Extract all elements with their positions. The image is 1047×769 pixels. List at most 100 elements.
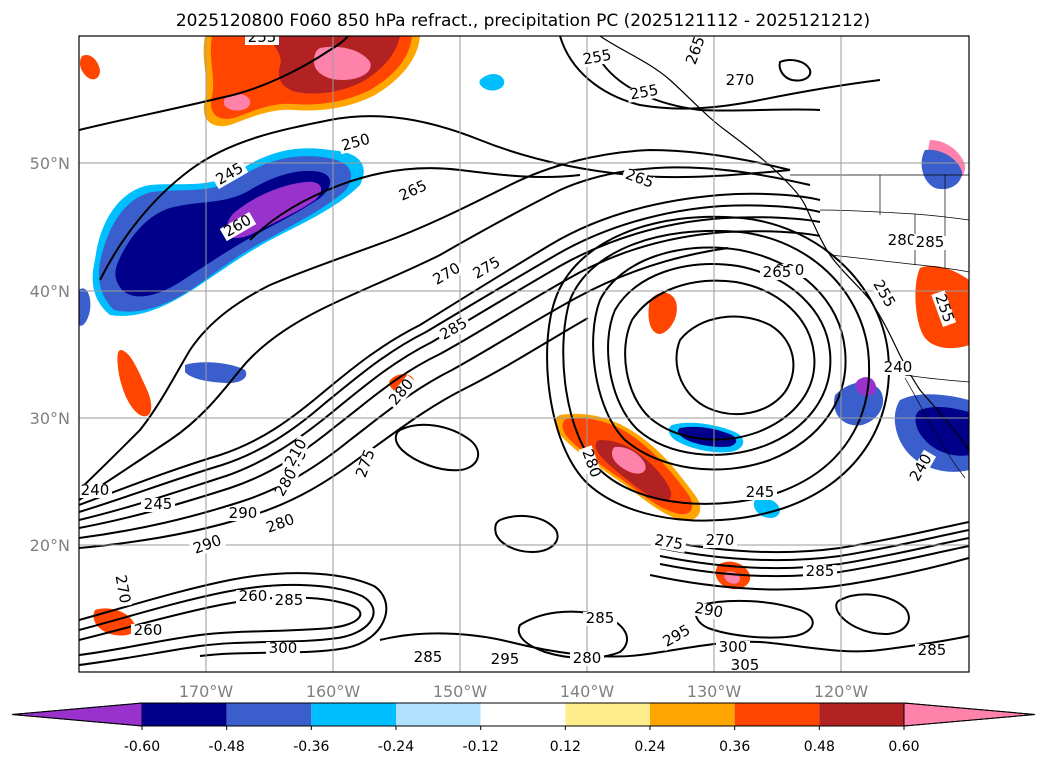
shade-central-blue-inner — [677, 426, 737, 447]
contour-label: 255 — [628, 81, 659, 104]
contour-label-background — [245, 36, 279, 45]
colorbar-extend-low — [11, 702, 143, 727]
contour-line — [79, 596, 362, 656]
contour-line — [649, 557, 969, 591]
contour-label-background — [868, 275, 899, 313]
contour-label: 285 — [586, 609, 615, 627]
contour-line — [659, 537, 969, 570]
contour-label: 265 — [763, 263, 792, 281]
shade-north-pink-2 — [223, 93, 251, 111]
contour-label-background — [658, 621, 696, 652]
colorbar-tick-label: 0.24 — [634, 739, 665, 755]
contour-line — [559, 36, 881, 110]
contour-label-background — [931, 290, 957, 328]
state-border — [829, 254, 969, 273]
contour-label-background — [281, 434, 312, 472]
contour-label-background — [262, 511, 300, 537]
contour-label-background — [428, 259, 466, 290]
contour-label-background — [579, 48, 616, 68]
contour-line — [675, 315, 795, 415]
contour-line — [517, 610, 629, 659]
contour-line — [79, 148, 791, 491]
shade-north-blue-strip — [479, 74, 505, 91]
shade-central-pink — [612, 446, 646, 474]
latitude-labels: 50°N 40°N 30°N 20°N — [30, 154, 70, 555]
shade-south-blue-east — [753, 498, 780, 518]
contour-label: 285 — [918, 641, 947, 659]
contour-label: 290 — [693, 599, 724, 622]
longitude-labels: 170°W 160°W 150°W 140°W 130°W 120°W — [179, 682, 869, 701]
colorbar-segment — [734, 703, 820, 726]
contour-label: 245 — [746, 483, 775, 501]
contour-label-background — [626, 83, 663, 103]
contour-label-background — [435, 314, 473, 345]
contour-label: 285 — [916, 233, 945, 251]
contour-label: 255 — [248, 28, 277, 46]
longitude-label: 150°W — [433, 682, 488, 701]
contour-label: 295 — [491, 650, 520, 668]
contour-label-background — [79, 484, 112, 498]
contour-label: 285 — [806, 562, 835, 580]
contour-line — [379, 632, 969, 658]
contour-line — [835, 593, 910, 636]
contour-label-background — [411, 651, 445, 665]
colorbar-tick-label: 0.36 — [719, 739, 750, 755]
contour-line — [249, 167, 581, 241]
colorbar-tick-label: 0.60 — [888, 739, 919, 755]
contour-label: 240 — [81, 481, 110, 499]
contour-line — [624, 279, 816, 441]
contour-label: 305 — [731, 656, 760, 674]
lat-lon-grid — [79, 36, 969, 672]
contour-label-background — [803, 565, 837, 579]
coastline — [599, 36, 969, 451]
colorbar-tick-label: -0.48 — [209, 739, 245, 755]
contour-label: 240 — [884, 358, 913, 376]
colorbar-extend-high — [903, 702, 1036, 727]
contour-label: 260 — [239, 587, 268, 605]
contour-label-background — [760, 266, 794, 280]
colorbar-tick-label: -0.36 — [293, 739, 329, 755]
contour-label-background — [236, 590, 270, 604]
contour-label: 280 — [888, 231, 917, 249]
colorbar-segment — [142, 703, 227, 726]
contour-label-background — [226, 507, 260, 521]
contour-label-background — [885, 234, 919, 248]
colorbar-tick-label: -0.12 — [463, 739, 499, 755]
contour-label: 285 — [275, 591, 304, 609]
contour-label-background — [131, 624, 165, 638]
contour-label: 280 — [573, 649, 602, 667]
contour-line — [79, 583, 375, 666]
contour-label: 260 — [134, 621, 163, 639]
contour-label: 275 — [653, 531, 684, 554]
shade-red-blob-east — [648, 292, 677, 334]
contour-line — [79, 166, 811, 501]
colorbar-tick-label: 0.48 — [804, 739, 835, 755]
contour-line — [694, 599, 814, 639]
contour-label-background — [716, 641, 750, 655]
contour-label-background — [353, 445, 379, 483]
contour-label-background — [743, 486, 777, 500]
contour-label-background — [337, 131, 375, 155]
contour-label: 270 — [706, 531, 735, 549]
contour-line — [79, 36, 349, 131]
colorbar-tick-label: -0.24 — [378, 739, 414, 755]
colorbar-segment — [480, 703, 566, 726]
mexico-border — [904, 374, 969, 383]
colorbar-segment — [650, 703, 735, 726]
contour-label: 285 — [414, 648, 443, 666]
contour-line — [659, 529, 969, 562]
contour-label: 290 — [229, 504, 258, 522]
contour-line — [592, 246, 847, 471]
baja-coast — [904, 377, 966, 479]
colorbar-segment — [565, 703, 650, 726]
coastline-north-america — [599, 36, 969, 479]
contour-label-background — [271, 464, 302, 502]
figure-title: 2025120800 F060 850 hPa refract., precip… — [176, 11, 870, 31]
contour-label: 270 — [112, 573, 135, 604]
contour-line — [79, 204, 821, 513]
contour-line — [659, 521, 969, 554]
contour-label-background — [913, 236, 947, 250]
contour-label-background — [112, 571, 132, 608]
longitude-label: 120°W — [814, 682, 869, 701]
contour-line — [79, 230, 821, 529]
